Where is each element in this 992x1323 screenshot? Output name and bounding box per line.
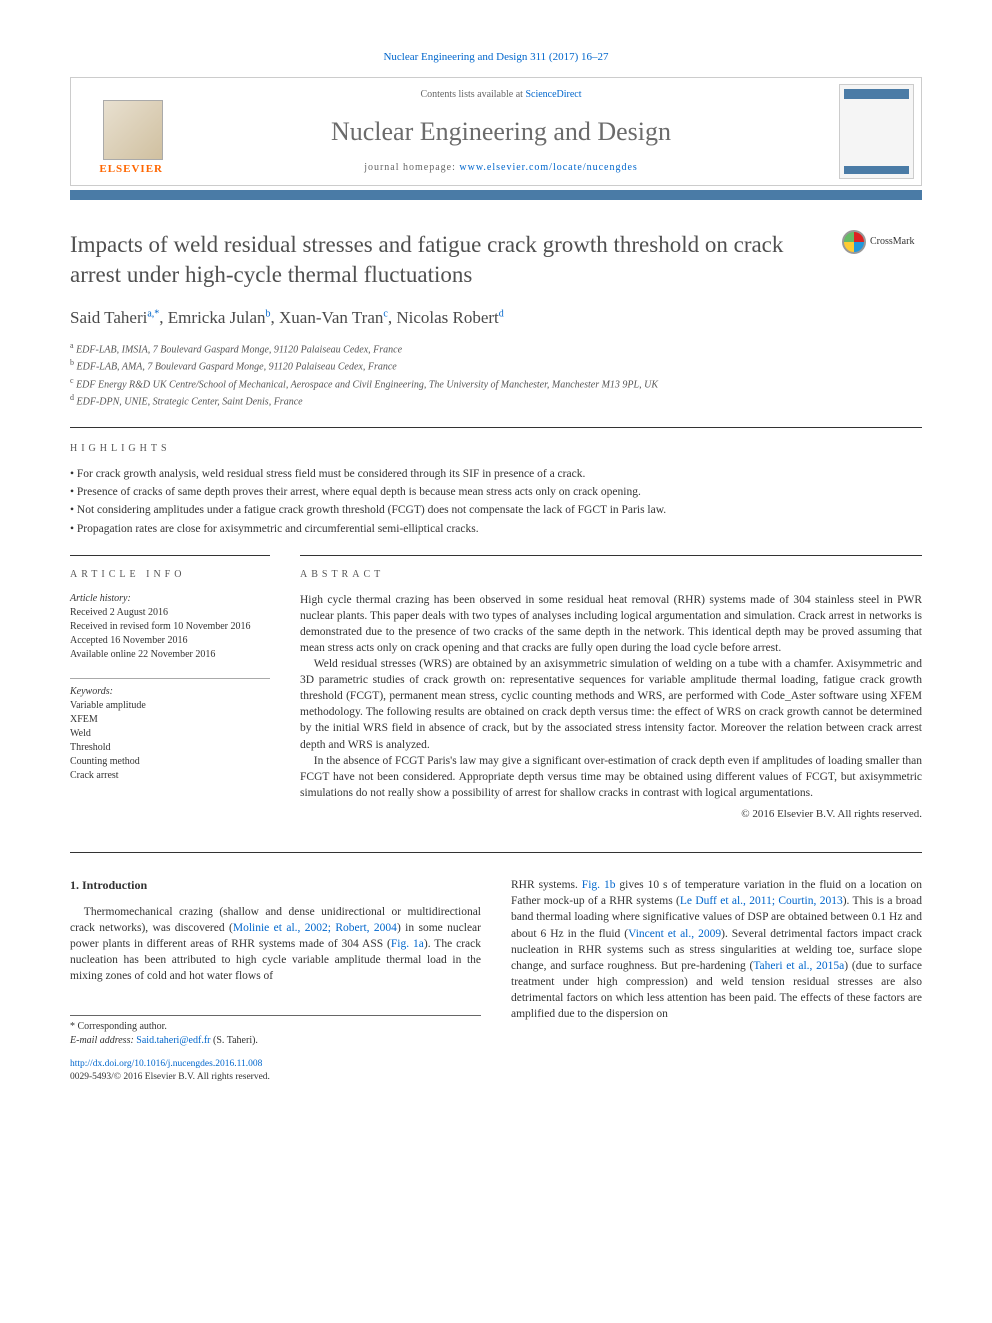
elsevier-tree-icon <box>103 100 163 160</box>
issn-copyright: 0029-5493/© 2016 Elsevier B.V. All right… <box>70 1072 270 1082</box>
author-email-link[interactable]: Said.taheri@edf.fr <box>136 1035 210 1046</box>
affiliations: a EDF-LAB, IMSIA, 7 Boulevard Gaspard Mo… <box>70 340 922 409</box>
intro-paragraph-right: RHR systems. Fig. 1b gives 10 s of tempe… <box>511 877 922 1022</box>
journal-header: ELSEVIER Contents lists available at Sci… <box>70 77 922 186</box>
journal-title: Nuclear Engineering and Design <box>171 114 831 150</box>
rule <box>70 427 922 428</box>
journal-homepage: journal homepage: www.elsevier.com/locat… <box>171 161 831 175</box>
keyword-item: Weld <box>70 728 91 739</box>
history-item: Received 2 August 2016 <box>70 607 168 618</box>
highlight-item: Not considering amplitudes under a fatig… <box>70 502 922 518</box>
publisher-logo-block: ELSEVIER <box>71 78 171 185</box>
crossmark-icon <box>842 230 866 254</box>
abstract-copyright: © 2016 Elsevier B.V. All rights reserved… <box>300 807 922 822</box>
crossmark-badge[interactable]: CrossMark <box>842 230 922 254</box>
sciencedirect-link[interactable]: ScienceDirect <box>525 89 581 100</box>
history-label: Article history: <box>70 593 131 604</box>
keyword-item: XFEM <box>70 714 98 725</box>
email-label: E-mail address: <box>70 1035 134 1046</box>
keyword-item: Variable amplitude <box>70 700 146 711</box>
article-history: Article history: Received 2 August 2016 R… <box>70 592 270 662</box>
history-item: Received in revised form 10 November 201… <box>70 621 251 632</box>
keywords-label: Keywords: <box>70 686 113 697</box>
highlight-item: For crack growth analysis, weld residual… <box>70 466 922 482</box>
rule <box>70 852 922 853</box>
keyword-item: Counting method <box>70 756 140 767</box>
history-item: Accepted 16 November 2016 <box>70 635 187 646</box>
keywords-block: Keywords: Variable amplitude XFEM Weld Thre… <box>70 685 270 783</box>
footer-meta: http://dx.doi.org/10.1016/j.nucengdes.20… <box>70 1058 922 1085</box>
doi-link[interactable]: http://dx.doi.org/10.1016/j.nucengdes.20… <box>70 1059 262 1069</box>
keyword-item: Crack arrest <box>70 770 119 781</box>
section-heading-intro: 1. Introduction <box>70 877 481 894</box>
authors-list: Said Taheria,*, Emricka Julanb, Xuan-Van… <box>70 306 922 330</box>
journal-cover-thumbnail <box>839 84 914 179</box>
history-item: Available online 22 November 2016 <box>70 649 215 660</box>
highlight-item: Propagation rates are close for axisymme… <box>70 521 922 537</box>
article-title: Impacts of weld residual stresses and fa… <box>70 230 822 290</box>
journal-reference: Nuclear Engineering and Design 311 (2017… <box>70 50 922 65</box>
intro-paragraph-left: Thermomechanical crazing (shallow and de… <box>70 904 481 984</box>
article-info-heading: ARTICLE INFO <box>70 555 270 582</box>
accent-bar <box>70 190 922 200</box>
highlight-item: Presence of cracks of same depth proves … <box>70 484 922 500</box>
highlights-list: For crack growth analysis, weld residual… <box>70 466 922 536</box>
publisher-name: ELSEVIER <box>99 162 163 177</box>
contents-available: Contents lists available at ScienceDirec… <box>171 88 831 102</box>
crossmark-label: CrossMark <box>870 235 914 249</box>
email-attribution: (S. Taheri). <box>213 1035 258 1046</box>
abstract-heading: ABSTRACT <box>300 555 922 582</box>
homepage-link[interactable]: www.elsevier.com/locate/nucengdes <box>459 162 637 173</box>
rule <box>70 678 270 679</box>
highlights-heading: HIGHLIGHTS <box>70 442 922 456</box>
abstract-text: High cycle thermal crazing has been obse… <box>300 592 922 801</box>
keyword-item: Threshold <box>70 742 111 753</box>
corresponding-author-note: * Corresponding author. <box>70 1020 481 1034</box>
